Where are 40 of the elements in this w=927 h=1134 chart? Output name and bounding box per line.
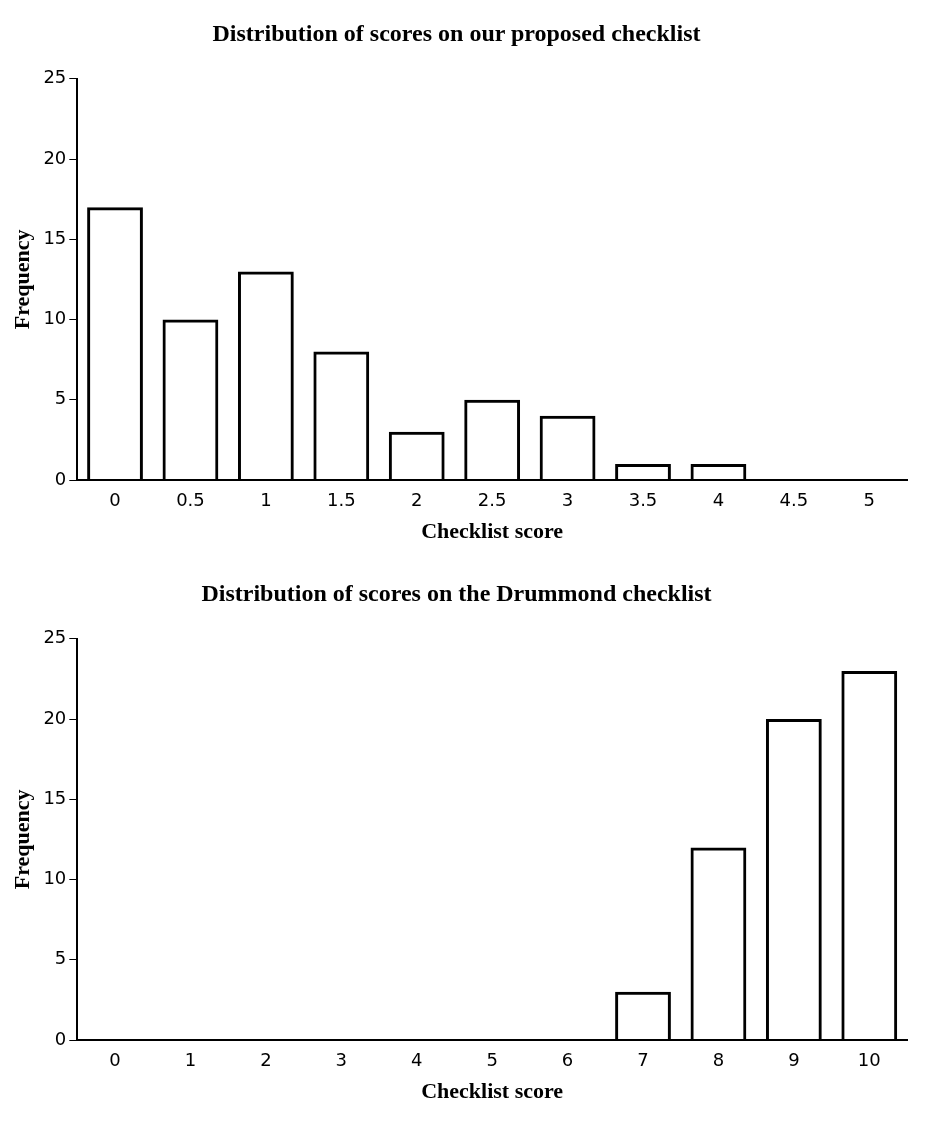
chart-title: Distribution of scores on our proposed checklist — [212, 19, 701, 46]
x-tick-label: 7 — [637, 1049, 649, 1071]
x-tick-label: 8 — [712, 1049, 725, 1071]
y-tick-label: 5 — [54, 387, 67, 409]
x-tick-label: 2.5 — [477, 489, 507, 511]
x-axis-title: Checklist score — [421, 1078, 564, 1104]
y-tick-label: 0 — [54, 467, 67, 489]
y-tick-label: 25 — [43, 66, 67, 88]
chart-title: Distribution of scores on the Drummond checklist — [201, 579, 712, 606]
y-tick-label: 25 — [43, 626, 67, 648]
x-tick-label: 3.5 — [628, 489, 658, 511]
x-tick-label: 2 — [411, 489, 423, 511]
x-tick-label: 1 — [260, 489, 272, 511]
x-tick-label: 4 — [712, 489, 725, 511]
y-tick-label: 10 — [43, 307, 67, 329]
x-tick-label: 0 — [109, 489, 121, 511]
x-tick-label: 1 — [184, 1049, 197, 1071]
y-tick-label: 20 — [43, 706, 67, 728]
x-tick-label: 4.5 — [779, 489, 809, 511]
y-axis-title: Frequency — [8, 789, 34, 890]
x-tick-label: 1.5 — [326, 489, 356, 511]
y-axis-title: Frequency — [8, 229, 34, 330]
x-tick-label: 5 — [863, 489, 876, 511]
x-tick-label: 2 — [260, 1049, 272, 1071]
x-tick-label: 10 — [857, 1049, 881, 1071]
y-tick-label: 0 — [54, 1027, 67, 1049]
x-tick-label: 0 — [109, 1049, 121, 1071]
x-tick-label: 3 — [561, 489, 574, 511]
x-tick-label: 6 — [561, 1049, 574, 1071]
y-tick-label: 20 — [43, 146, 67, 168]
y-tick-label: 15 — [43, 786, 67, 808]
x-tick-label: 4 — [411, 1049, 423, 1071]
x-tick-label: 5 — [486, 1049, 498, 1071]
y-tick-label: 15 — [43, 226, 67, 248]
y-tick-label: 10 — [43, 867, 67, 889]
x-tick-label: 0.5 — [176, 489, 205, 511]
x-tick-label: 3 — [335, 1049, 348, 1071]
y-tick-label: 5 — [54, 947, 67, 969]
x-tick-label: 9 — [788, 1049, 800, 1071]
x-axis-title: Checklist score — [421, 518, 564, 544]
